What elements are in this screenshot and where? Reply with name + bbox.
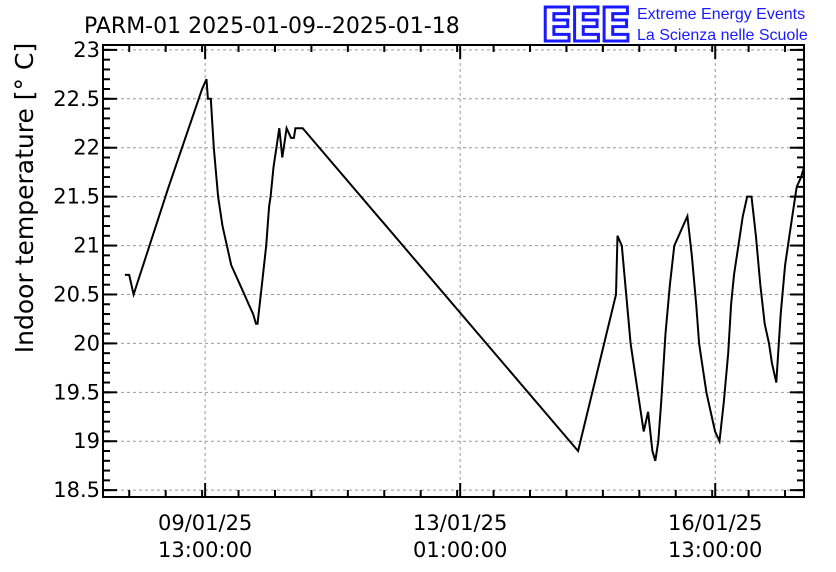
y-tick-label: 22 <box>73 136 100 160</box>
y-tick-label: 20.5 <box>53 282 100 306</box>
y-axis-label: Indoor temperature [° C] <box>10 43 39 353</box>
series-layer <box>124 78 805 462</box>
x-tick-time-label: 13:00:00 <box>158 538 252 562</box>
y-tick-label: 21 <box>73 234 100 258</box>
chart-title: PARM-01 2025-01-09--2025-01-18 <box>84 14 460 39</box>
org-name-line1: Extreme Energy Events <box>637 6 805 23</box>
x-tick-time-label: 13:00:00 <box>668 538 762 562</box>
y-tick-label: 20 <box>73 331 100 355</box>
x-tick-date-label: 16/01/25 <box>668 511 762 535</box>
y-tick-label: 19 <box>73 429 100 453</box>
org-name-line2: La Scienza nelle Scuole <box>637 27 808 44</box>
series-line-0 <box>124 78 805 462</box>
y-tick-label: 21.5 <box>53 185 100 209</box>
grid-layer <box>103 45 804 497</box>
plot-frame <box>102 44 805 498</box>
x-tick-date-label: 09/01/25 <box>158 511 252 535</box>
x-tick-time-label: 01:00:00 <box>413 538 507 562</box>
y-tick-label: 22.5 <box>53 87 100 111</box>
y-tick-label: 18.5 <box>53 478 100 502</box>
x-tick-date-label: 13/01/25 <box>413 511 507 535</box>
axis-layer: 18.5 19 19.5 20 20.5 21 21.5 22 22.5 23 09/01/25 13… <box>53 38 805 562</box>
y-tick-label: 19.5 <box>53 380 100 404</box>
y-tick-label: 23 <box>73 38 100 62</box>
